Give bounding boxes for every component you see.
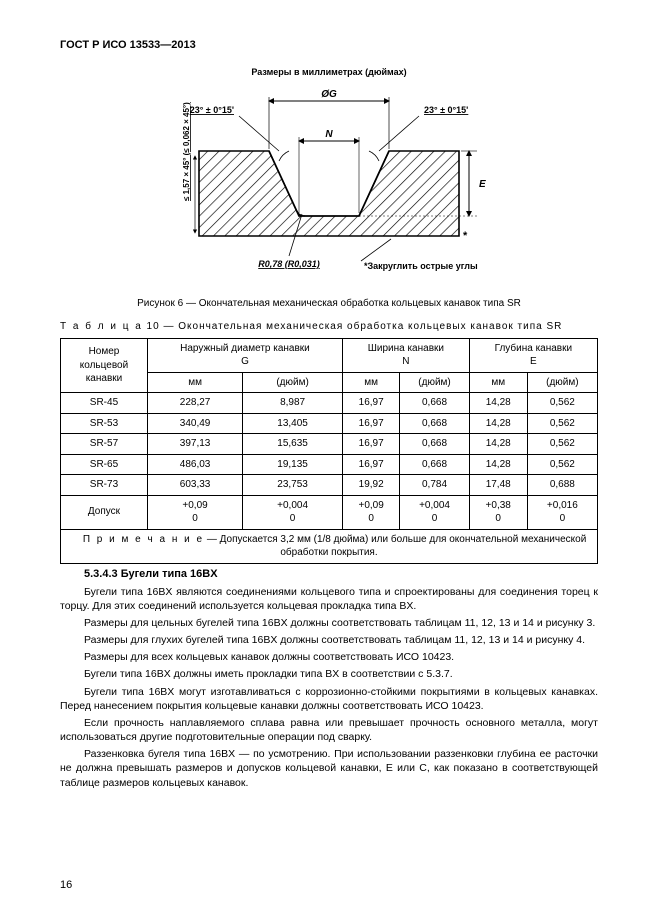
fig-top-label: Размеры в миллиметрах (дюймах) [251, 67, 406, 77]
table-cell: 19,92 [342, 475, 399, 496]
document-page: ГОСТ Р ИСО 13533—2013 [0, 0, 646, 913]
unit-mm: мм [342, 372, 399, 393]
col-g: Наружный диаметр канавки G [147, 338, 342, 372]
table-cell: 0,784 [400, 475, 469, 496]
table-cell: 16,97 [342, 413, 399, 434]
note-prefix: П р и м е ч а н и е [83, 534, 204, 545]
table-cell: 486,03 [147, 454, 242, 475]
figure-caption: Рисунок 6 — Окончательная механическая о… [60, 297, 598, 311]
figure-svg: ØG Размеры в миллиметрах (дюймах) N 23° … [139, 61, 519, 286]
table-cell: 8,987 [243, 393, 343, 414]
table-cell: 14,28 [469, 393, 527, 414]
table-cell: 228,27 [147, 393, 242, 414]
table-cell: 16,97 [342, 393, 399, 414]
figure-6: ØG Размеры в миллиметрах (дюймах) N 23° … [60, 61, 598, 291]
note-rest: — Допускается 3,2 мм (1/8 дюйма) или бол… [204, 534, 586, 559]
table-cell: 0,562 [527, 413, 597, 434]
table-cell: 603,33 [147, 475, 242, 496]
table-cell: 16,97 [342, 454, 399, 475]
body-paragraph: Размеры для всех кольцевых канавок должн… [60, 650, 598, 664]
unit-in: (дюйм) [527, 372, 597, 393]
table-cell: 23,753 [243, 475, 343, 496]
table-cell: 0,688 [527, 475, 597, 496]
table-cell: 0,668 [400, 393, 469, 414]
body-paragraph: Бугели типа 16BX являются соединениями к… [60, 585, 598, 613]
table-10: Номер кольцевой канавки Наружный диаметр… [60, 338, 598, 564]
table-cell: 15,635 [243, 434, 343, 455]
section-heading-line: 5.3.4.3 Бугели типа 16BX [60, 567, 598, 582]
table-cell: 0,562 [527, 434, 597, 455]
unit-mm: мм [147, 372, 242, 393]
table-cell: 0,668 [400, 454, 469, 475]
e-label: E [479, 179, 486, 190]
table-cell: 0,668 [400, 413, 469, 434]
body-paragraph: Бугели типа 16BX должны иметь прокладки … [60, 667, 598, 681]
table-cell: 13,405 [243, 413, 343, 434]
table-cell: 0,668 [400, 434, 469, 455]
table-cell: 0,562 [527, 393, 597, 414]
table-title-rest: 10 — Окончательная механическая обработк… [143, 321, 563, 332]
table-row: SR-65486,0319,13516,970,66814,280,562 [61, 454, 598, 475]
bottom-label: *Закруглить острые углы [364, 261, 478, 271]
table-title: Т а б л и ц а 10 — Окончательная механич… [60, 320, 598, 334]
table-cell: SR-53 [61, 413, 148, 434]
table-row: SR-45228,278,98716,970,66814,280,562 [61, 393, 598, 414]
table-cell: 17,48 [469, 475, 527, 496]
col-e: Глубина канавки E [469, 338, 597, 372]
table-cell: 14,28 [469, 434, 527, 455]
col-n: Ширина канавки N [342, 338, 469, 372]
table-cell: 16,97 [342, 434, 399, 455]
unit-in: (дюйм) [243, 372, 343, 393]
table-cell: SR-57 [61, 434, 148, 455]
radius-label: R0,78 (R0,031) [258, 259, 320, 269]
body-paragraph: Бугели типа 16BX могут изготавливаться с… [60, 685, 598, 713]
table-row: SR-53340,4913,40516,970,66814,280,562 [61, 413, 598, 434]
table-cell: 14,28 [469, 454, 527, 475]
dia-g-label: ØG [321, 89, 337, 100]
table-cell: 14,28 [469, 413, 527, 434]
unit-mm: мм [469, 372, 527, 393]
table-cell: 340,49 [147, 413, 242, 434]
table-cell: 0,562 [527, 454, 597, 475]
body-paragraph: Размеры для цельных бугелей типа 16BX до… [60, 616, 598, 630]
star-right: * [463, 230, 468, 242]
angle-left: 23° ± 0°15' [190, 105, 234, 115]
table-cell: SR-45 [61, 393, 148, 414]
table-cell: 19,135 [243, 454, 343, 475]
page-number: 16 [60, 878, 72, 893]
table-note-row: П р и м е ч а н и е — Допускается 3,2 мм… [61, 529, 598, 563]
table-row: SR-57397,1315,63516,970,66814,280,562 [61, 434, 598, 455]
table-cell: 397,13 [147, 434, 242, 455]
vert-label: ≤ 1,57 × 45° (≤ 0,062 × 45°) [182, 102, 191, 201]
table-cell: SR-65 [61, 454, 148, 475]
table-title-prefix: Т а б л и ц а [60, 321, 143, 332]
tolerance-row: Допуск +0,090 +0,0040 +0,090 +0,0040 +0,… [61, 495, 598, 529]
angle-right: 23° ± 0°15' [424, 105, 468, 115]
col-groove-number: Номер кольцевой канавки [61, 338, 148, 393]
body-paragraph: Раззенковка бугеля типа 16BX — по усмотр… [60, 747, 598, 790]
n-label: N [325, 129, 333, 140]
unit-in: (дюйм) [400, 372, 469, 393]
section-heading: 5.3.4.3 Бугели типа 16BX [84, 568, 218, 580]
document-id: ГОСТ Р ИСО 13533—2013 [60, 38, 598, 53]
table-cell: SR-73 [61, 475, 148, 496]
body-paragraph: Если прочность наплавляемого сплава равн… [60, 716, 598, 744]
table-row: SR-73603,3323,75319,920,78417,480,688 [61, 475, 598, 496]
body-paragraph: Размеры для глухих бугелей типа 16BX дол… [60, 633, 598, 647]
